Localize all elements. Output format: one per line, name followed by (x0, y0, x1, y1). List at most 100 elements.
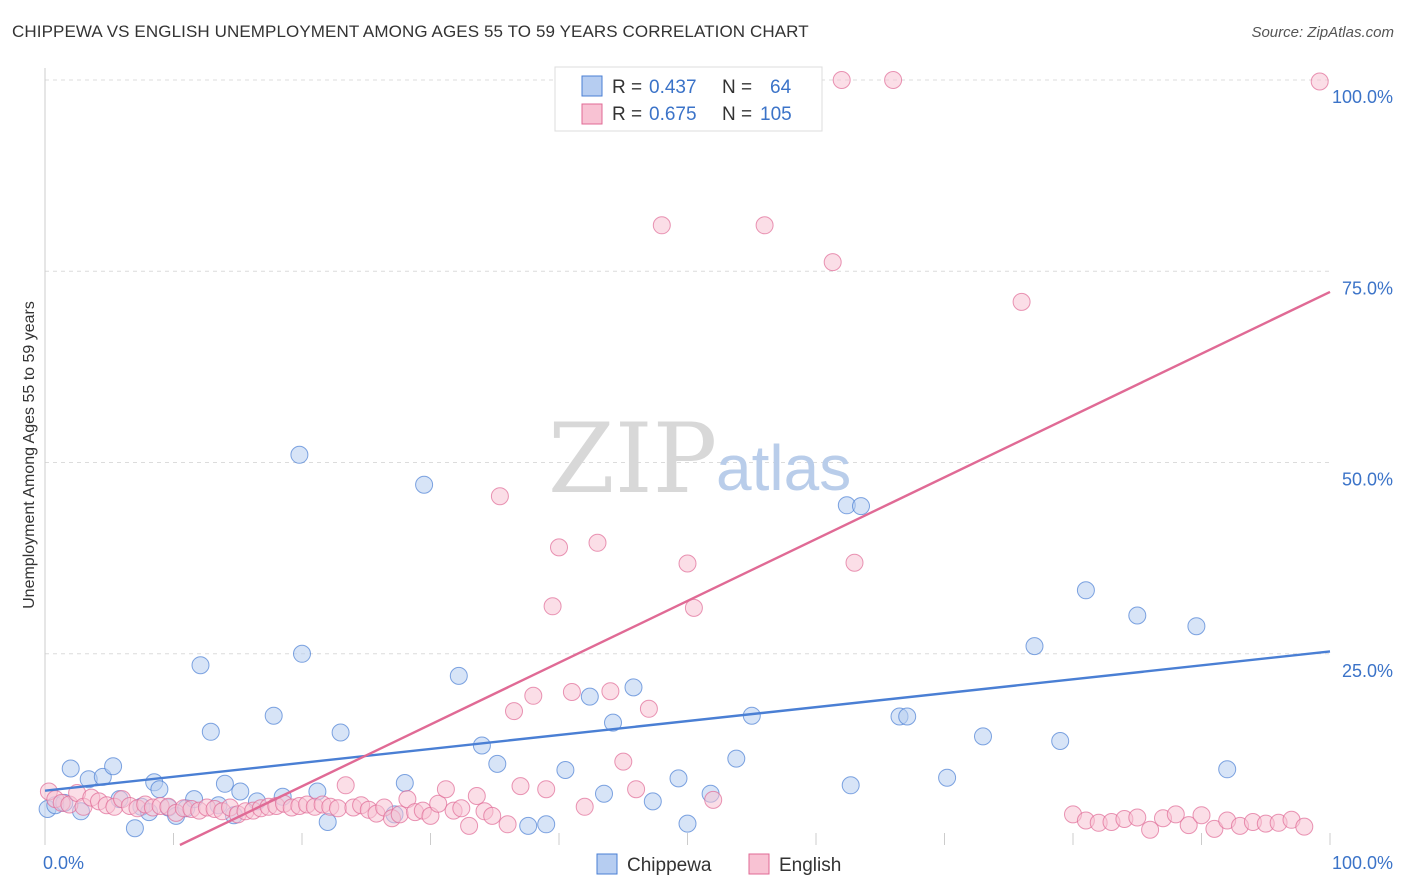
point-chippewa (1128, 606, 1147, 625)
point-chippewa (1051, 732, 1070, 750)
watermark: ZIP atlas (548, 403, 851, 515)
point-english (1166, 805, 1185, 824)
point-english (562, 683, 581, 701)
point-english (429, 794, 448, 813)
point-english (490, 487, 509, 506)
point-english (467, 787, 486, 805)
legend: R = 0.437 N = 64 R = 0.675 N = 105 (554, 66, 823, 132)
point-chippewa (595, 784, 613, 803)
point-chippewa (938, 768, 957, 787)
point-chippewa (395, 774, 414, 792)
point-chippewa (449, 666, 468, 685)
point-english (652, 216, 671, 235)
point-english (601, 682, 620, 701)
point-english (483, 806, 502, 825)
point-english (639, 699, 658, 718)
point-english (505, 702, 523, 721)
point-english (627, 780, 646, 799)
point-english (543, 597, 562, 616)
y-tick-label: 50.0% (1342, 470, 1393, 490)
point-english (684, 598, 703, 617)
point-english (1310, 72, 1329, 91)
point-chippewa (331, 723, 350, 742)
legend-n-label-2: N = (722, 104, 752, 125)
point-chippewa (841, 776, 860, 795)
legend-r-value-1: 0.437 (649, 77, 697, 98)
point-chippewa (678, 814, 697, 833)
legend-swatch-chippewa (581, 75, 603, 97)
point-chippewa (556, 761, 575, 779)
point-english (436, 780, 455, 799)
legend-swatch-english (581, 103, 603, 125)
legend-n-value-1: 64 (770, 77, 792, 98)
point-english (1012, 292, 1031, 311)
point-chippewa (898, 707, 917, 726)
point-english (1205, 819, 1224, 838)
point-english (460, 816, 479, 835)
point-chippewa (643, 792, 662, 811)
watermark-zip: ZIP (548, 403, 717, 515)
point-chippewa (215, 774, 234, 793)
point-english (832, 71, 851, 89)
y-tick-label: 100.0% (1332, 87, 1393, 107)
point-english (1295, 817, 1314, 836)
tick-labels: 25.0% 50.0% 75.0% 100.0% 0.0% 100.0% (43, 87, 1393, 873)
point-english (336, 776, 355, 795)
point-english (755, 216, 774, 235)
series-legend-chippewa: Chippewa (627, 855, 712, 876)
legend-r-label-2: R = (612, 104, 642, 125)
point-chippewa (290, 445, 309, 464)
point-chippewa (604, 713, 622, 732)
point-chippewa (104, 757, 123, 776)
point-english (1128, 808, 1147, 827)
point-english (884, 71, 903, 89)
trendline-english (179, 290, 1331, 847)
point-chippewa (264, 706, 283, 725)
series-legend: Chippewa English (596, 853, 841, 876)
legend-n-label-1: N = (722, 77, 752, 98)
point-chippewa (61, 759, 80, 778)
point-english (550, 538, 568, 557)
series-legend-swatch-chippewa (596, 853, 618, 875)
point-english (524, 686, 543, 705)
point-english (1141, 820, 1160, 839)
point-english (1179, 816, 1198, 835)
point-english (329, 799, 347, 818)
point-chippewa (231, 782, 250, 801)
point-english (575, 797, 594, 816)
point-chippewa (1025, 637, 1044, 656)
point-english (845, 553, 864, 572)
point-chippewa (415, 475, 434, 494)
point-chippewa (472, 736, 491, 755)
trend-lines (44, 290, 1331, 847)
y-tick-label: 25.0% (1342, 661, 1393, 681)
point-english (511, 777, 530, 796)
watermark-atlas: atlas (716, 432, 851, 504)
y-tick-label: 75.0% (1342, 278, 1393, 298)
point-chippewa (125, 819, 144, 838)
series-legend-swatch-english (748, 853, 770, 875)
point-english (390, 805, 409, 824)
point-chippewa (519, 816, 538, 835)
chart-source: Source: ZipAtlas.com (1251, 24, 1394, 41)
point-english (588, 533, 607, 552)
chart-title: CHIPPEWA VS ENGLISH UNEMPLOYMENT AMONG A… (12, 22, 809, 41)
point-english (614, 752, 633, 771)
legend-n-value-2: 105 (760, 104, 792, 125)
point-chippewa (150, 780, 169, 799)
data-points (38, 71, 1329, 839)
point-english (823, 253, 842, 272)
point-chippewa (727, 749, 746, 768)
point-chippewa (580, 687, 599, 706)
point-english (498, 815, 517, 834)
point-chippewa (191, 656, 210, 675)
legend-r-value-2: 0.675 (649, 104, 697, 125)
trendline-chippewa (44, 650, 1331, 792)
axes (44, 68, 1331, 845)
series-legend-english: English (779, 855, 841, 876)
legend-r-label-1: R = (612, 77, 642, 98)
point-english (537, 780, 556, 799)
x-tick-label-max: 100.0% (1332, 853, 1393, 873)
point-chippewa (669, 769, 688, 788)
point-chippewa (293, 644, 311, 663)
